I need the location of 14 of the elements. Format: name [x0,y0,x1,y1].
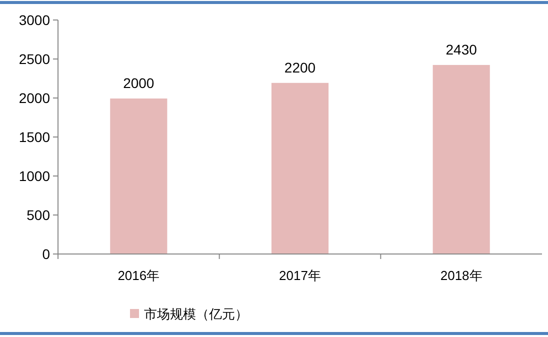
data-label: 2430 [446,41,478,58]
data-label: 2200 [284,59,316,76]
y-tick-label: 1000 [18,168,50,184]
y-tick-label: 2000 [18,90,50,106]
y-tick-label: 0 [42,246,50,262]
y-tick-label: 3000 [18,12,50,28]
x-tick-label: 2016年 [118,268,160,283]
y-tick-label: 2500 [18,50,50,67]
y-tick-label: 500 [26,206,50,223]
data-label: 2000 [123,75,154,91]
x-tick-label: 2017年 [279,268,321,283]
y-tick-label: 1500 [18,128,50,145]
legend-label: 市场规模（亿元） [144,306,248,322]
x-tick-label: 2018年 [440,268,482,283]
